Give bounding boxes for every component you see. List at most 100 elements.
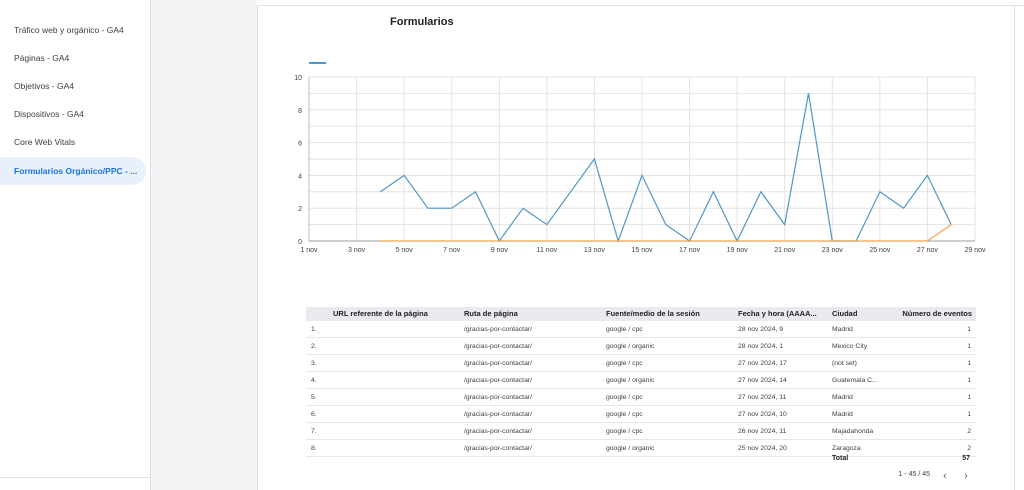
cell-source: google / cpc (606, 411, 643, 418)
cell-referrer (333, 440, 458, 457)
cell-events: 1 (967, 343, 971, 350)
header-session-source[interactable]: Fuente/medio de la sesión (606, 309, 700, 318)
total-label: Total (832, 455, 849, 462)
x-tick-label: 15 nov (631, 247, 653, 254)
y-tick-label: 10 (294, 75, 302, 82)
x-tick-label: 19 nov (727, 247, 749, 254)
x-tick-label: 23 nov (822, 247, 844, 254)
y-tick-label: 6 (298, 141, 302, 148)
cell-path: /gracias-por-contactar/ (464, 411, 532, 418)
header-datetime[interactable]: Fecha y hora (AAAA... (738, 309, 817, 318)
chart-title: Formularios (390, 16, 454, 28)
legend-swatch (309, 62, 326, 64)
table-row[interactable]: 4. /gracias-por-contactar/google / organi… (306, 372, 976, 389)
cell-referrer (333, 389, 458, 406)
sidebar-item-5[interactable]: Core Web Vitals (14, 137, 76, 147)
cell-events: 2 (967, 445, 971, 452)
canvas-gutter (151, 0, 257, 490)
cell-path: /gracias-por-contactar/ (464, 326, 532, 333)
cell-referrer (333, 372, 458, 389)
header-referrer-url[interactable]: URL referente de la página (333, 309, 428, 318)
cell-events: 1 (967, 326, 971, 333)
sidebar-item-3[interactable]: Objetivos - GA4 (14, 81, 74, 91)
y-tick-label: 8 (298, 108, 302, 115)
cell-source: google / cpc (606, 326, 643, 333)
cell-path: /gracias-por-contactar/ (464, 360, 532, 367)
table-row[interactable]: 6. /gracias-por-contactar/google / cpc 27 … (306, 406, 976, 423)
total-value: 57 (962, 455, 970, 462)
cell-idx: 4. (311, 377, 317, 384)
table-body: 1. /gracias-por-contactar/google / cpc 28 … (306, 321, 976, 460)
table-row[interactable]: 3. /gracias-por-contactar/google / cpc 27 … (306, 355, 976, 372)
cell-path: /gracias-por-contactar/ (464, 428, 532, 435)
cell-city: Guatemala C... (832, 377, 878, 384)
cell-path: /gracias-por-contactar/ (464, 343, 532, 350)
prev-page-button[interactable]: ‹ (943, 470, 947, 482)
cell-date: 27 nov 2024, 17 (738, 360, 787, 367)
cell-city: Madrid (832, 326, 853, 333)
header-city[interactable]: Ciudad (832, 309, 858, 318)
table-row[interactable]: 8. /gracias-por-contactar/google / organi… (306, 440, 976, 457)
cell-date: 27 nov 2024, 10 (738, 411, 787, 418)
cell-referrer (333, 406, 458, 423)
report-canvas (257, 0, 1024, 490)
cell-date: 26 nov 2024, 11 (738, 428, 787, 435)
cell-source: google / cpc (606, 428, 643, 435)
cell-date: 28 nov 2024, 9 (738, 326, 783, 333)
cell-source: google / cpc (606, 360, 643, 367)
cell-source: google / cpc (606, 394, 643, 401)
cell-idx: 8. (311, 445, 317, 452)
cell-referrer (333, 338, 458, 355)
x-tick-label: 1 nov (300, 247, 318, 254)
cell-path: /gracias-por-contactar/ (464, 377, 532, 384)
x-tick-label: 29 nov (964, 247, 986, 254)
line-chart[interactable]: 1 nov 3 nov 5 nov 7 nov 9 nov 11 nov 13 nov 15 … (0, 0, 1024, 270)
table-row[interactable]: 2. /gracias-por-contactar/google / organi… (306, 338, 976, 355)
cell-idx: 6. (311, 411, 317, 418)
sidebar-item-1[interactable]: Tráfico web y orgánico - GA4 (14, 25, 124, 35)
cell-events: 1 (967, 411, 971, 418)
cell-events: 1 (967, 394, 971, 401)
sidebar-item-2[interactable]: Páginas - GA4 (14, 53, 70, 63)
cell-source: google / organic (606, 377, 655, 384)
cell-date: 27 nov 2024, 14 (738, 377, 787, 384)
cell-idx: 7. (311, 428, 317, 435)
cell-path: /gracias-por-contactar/ (464, 445, 532, 452)
sidebar-item-4[interactable]: Dispositivos - GA4 (14, 109, 84, 119)
cell-events: 2 (967, 428, 971, 435)
series-line-1 (380, 93, 952, 243)
cell-city: Madrid (832, 411, 853, 418)
y-tick-label: 2 (298, 206, 302, 213)
next-page-button[interactable]: › (964, 470, 968, 482)
table-row[interactable]: 1. /gracias-por-contactar/google / cpc 28 … (306, 321, 976, 338)
cell-referrer (333, 355, 458, 372)
header-page-path[interactable]: Ruta de página (464, 309, 518, 318)
cell-city: Madrid (832, 394, 853, 401)
cell-path: /gracias-por-contactar/ (464, 394, 532, 401)
cell-referrer (333, 321, 458, 338)
cell-source: google / organic (606, 445, 655, 452)
x-tick-label: 27 nov (917, 247, 939, 254)
cell-date: 27 nov 2024, 11 (738, 394, 787, 401)
report-top-edge (257, 0, 1024, 6)
cell-idx: 3. (311, 360, 317, 367)
report-right-edge (1014, 6, 1015, 490)
x-tick-label: 9 nov (491, 247, 509, 254)
header-event-count[interactable]: Número de eventos (902, 309, 972, 318)
x-tick-label: 7 nov (443, 247, 461, 254)
table-row[interactable]: 7. /gracias-por-contactar/google / cpc 26 … (306, 423, 976, 440)
table-header: URL referente de la página Ruta de págin… (306, 307, 976, 321)
cell-idx: 5. (311, 394, 317, 401)
pagination-range: 1 - 45 / 45 (898, 471, 930, 478)
x-tick-label: 17 nov (679, 247, 701, 254)
sidebar-divider (0, 477, 151, 478)
cell-referrer (333, 423, 458, 440)
cell-source: google / organic (606, 343, 655, 350)
cell-idx: 2. (311, 343, 317, 350)
x-tick-label: 25 nov (869, 247, 891, 254)
sidebar-item-6[interactable]: Formularios Orgánico/PPC - ... (0, 157, 146, 185)
cell-city: Mexico City (832, 343, 868, 350)
x-tick-label: 13 nov (584, 247, 606, 254)
cell-idx: 1. (311, 326, 317, 333)
table-row[interactable]: 5. /gracias-por-contactar/google / cpc 27 … (306, 389, 976, 406)
